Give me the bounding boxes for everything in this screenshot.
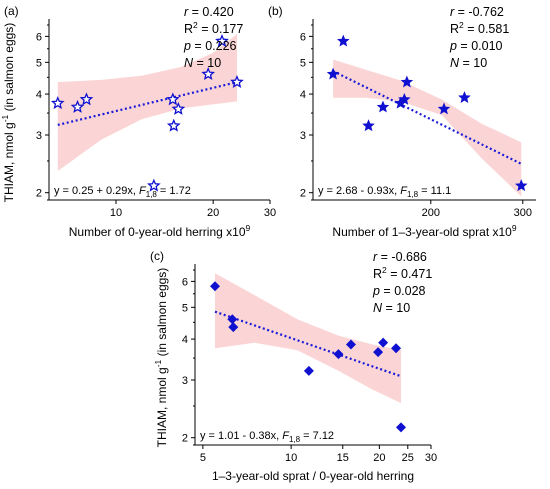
x-tick-label: 30	[425, 452, 437, 464]
y-tick-label: 4	[300, 89, 306, 101]
regression-equation: y = 0.25 + 0.29x, F1,8 = 1.72	[54, 185, 191, 199]
data-point	[337, 34, 350, 47]
data-point	[215, 34, 229, 48]
y-tick-label: 5	[36, 57, 42, 69]
data-point	[50, 96, 65, 110]
stat-p: p = 0.028	[372, 284, 426, 298]
y-tick-label: 2	[300, 188, 306, 200]
confidence-band	[215, 273, 401, 404]
stat-r2: R2 = 0.581	[450, 20, 509, 36]
data-point	[228, 322, 239, 333]
y-tick-label: 3	[182, 375, 188, 387]
fit-line	[57, 81, 238, 127]
data-point	[437, 102, 451, 115]
x-tick-label: 30	[264, 207, 276, 219]
stat-n: N = 10	[184, 56, 221, 70]
panel-label: (a)	[4, 4, 19, 18]
x-tick-label: 10	[285, 452, 297, 464]
regression-equation: y = 1.01 - 0.38x, F1,8 = 7.12	[200, 430, 334, 444]
x-tick-label: 5	[200, 452, 206, 464]
data-point	[400, 75, 414, 88]
y-tick-label: 4	[36, 89, 42, 101]
data-point	[373, 347, 384, 358]
stat-n: N = 10	[450, 56, 487, 70]
data-point	[515, 179, 528, 192]
data-point	[303, 365, 314, 376]
data-point	[165, 92, 180, 106]
x-tick-label: 10	[110, 207, 122, 219]
y-tick-label: 4	[182, 334, 188, 346]
y-tick-label: 2	[182, 433, 188, 445]
data-point	[398, 92, 411, 105]
y-tick-label: 6	[36, 31, 42, 43]
stat-r: r = 0.420	[184, 5, 234, 19]
data-point	[376, 100, 390, 113]
y-axis-label: THIAM, nmol g-1 (in salmon eggs)	[0, 23, 16, 203]
x-tick-label: 15	[337, 452, 349, 464]
x-tick-label: 25	[402, 452, 414, 464]
x-tick-label: 300	[514, 207, 532, 219]
stat-p: p = 0.010	[449, 39, 503, 53]
data-point	[378, 337, 389, 348]
data-point	[333, 349, 344, 360]
x-tick-label: 200	[422, 207, 440, 219]
y-tick-label: 5	[300, 57, 306, 69]
y-tick-label: 3	[36, 130, 42, 142]
regression-equation: y = 2.68 - 0.93x, F1,8 = 11.1	[318, 185, 451, 199]
stat-p: p = 0.226	[183, 39, 237, 53]
y-tick-label: 6	[182, 276, 188, 288]
data-point	[345, 339, 356, 350]
data-point	[362, 119, 375, 132]
y-tick-label: 2	[36, 188, 42, 200]
data-point	[147, 178, 161, 192]
data-point	[227, 314, 238, 325]
data-point	[201, 66, 216, 81]
x-tick-label: 20	[373, 452, 385, 464]
panel-label: (c)	[150, 249, 164, 263]
y-axis-label: THIAM, nmol g-1 (in salmon eggs)	[153, 268, 169, 448]
x-tick-label: 20	[207, 207, 219, 219]
y-tick-label: 5	[182, 302, 188, 314]
data-point	[171, 101, 186, 115]
x-axis-label: Number of 0-year-old herring x109	[69, 223, 251, 239]
y-tick-label: 6	[300, 31, 306, 43]
data-point	[458, 91, 471, 104]
stat-r2: R2 = 0.177	[184, 20, 243, 36]
data-point	[395, 422, 406, 433]
stat-r: r = -0.762	[450, 5, 504, 19]
stat-n: N = 10	[373, 301, 410, 315]
fit-line	[214, 310, 402, 378]
data-point	[326, 67, 340, 80]
y-tick-label: 3	[300, 130, 306, 142]
stat-r: r = -0.686	[373, 250, 427, 264]
x-axis-label: 1–3-year-old sprat / 0-year-old herring	[212, 469, 414, 483]
data-point	[391, 343, 402, 354]
data-point	[70, 99, 85, 113]
data-point	[166, 118, 181, 132]
x-axis-label: Number of 1–3-year-old sprat x109	[332, 223, 516, 239]
stat-r2: R2 = 0.471	[373, 265, 432, 281]
data-point	[79, 92, 94, 106]
confidence-band	[333, 59, 522, 197]
fit-line	[332, 70, 522, 165]
data-point	[210, 281, 221, 292]
panel-label: (b)	[268, 4, 283, 18]
data-point	[230, 74, 244, 88]
